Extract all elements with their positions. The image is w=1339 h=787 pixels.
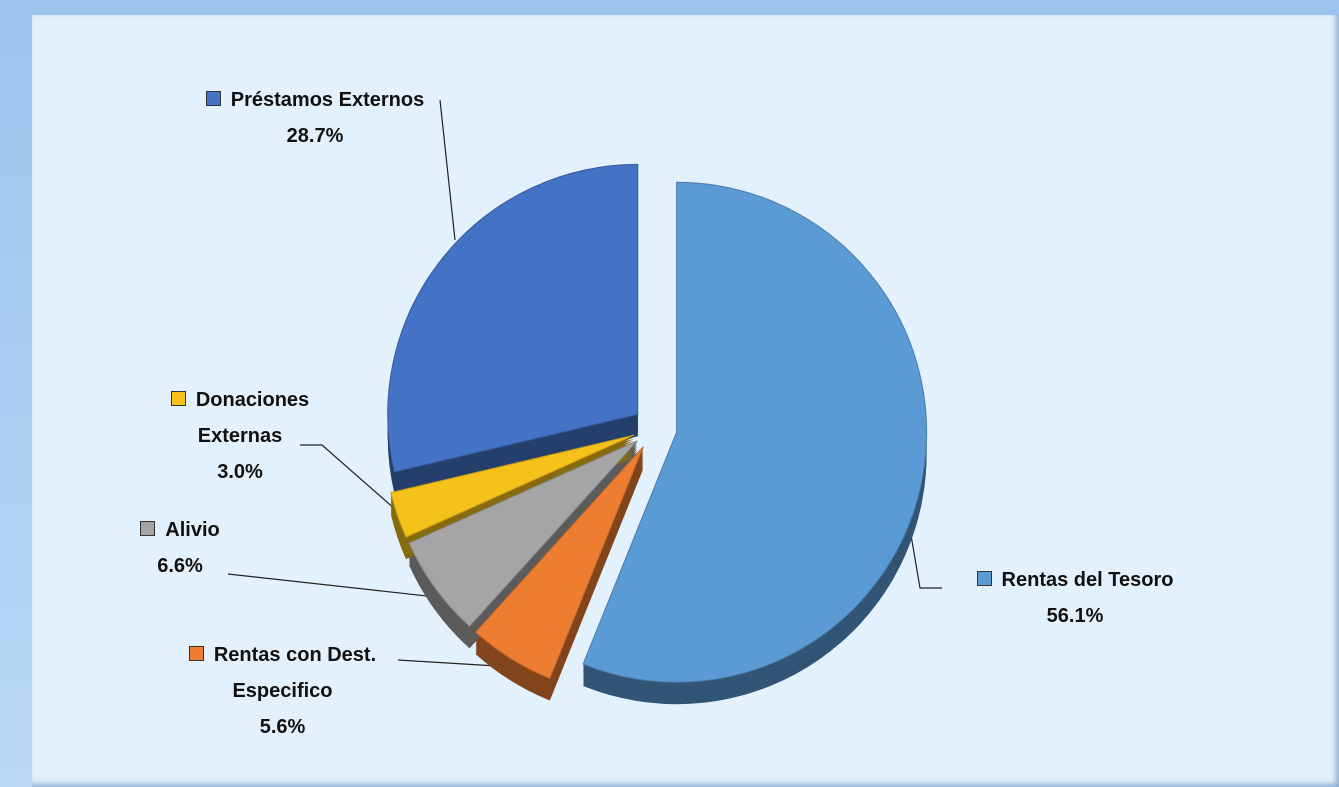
value-label: 28.7% <box>286 125 344 147</box>
slice <box>390 434 635 538</box>
value-label: 6.6% <box>157 555 203 577</box>
legend-swatch <box>140 521 156 536</box>
slice <box>582 181 928 683</box>
value-label: 3.0% <box>217 461 263 483</box>
leader-lines <box>227 99 942 669</box>
leader-line <box>300 444 413 525</box>
slice-tops <box>387 163 928 683</box>
legend-swatch <box>170 391 186 406</box>
slice-label: Alivio 6.6% <box>120 512 240 584</box>
legend-swatch <box>188 646 204 661</box>
leader-line <box>439 99 456 241</box>
category-label: Alivio <box>165 519 220 541</box>
slice-label: Préstamos Externos 28.7% <box>155 82 475 154</box>
category-label: Donaciones Externas <box>195 389 310 447</box>
value-label: 5.6% <box>259 716 306 738</box>
legend-swatch <box>205 91 221 106</box>
category-label: Rentas del Tesoro <box>1001 569 1174 591</box>
category-label: Rentas con Dest. Especifico <box>213 644 377 702</box>
slice <box>474 446 644 680</box>
value-label: 56.1% <box>1046 605 1104 627</box>
slice-label: Rentas del Tesoro 56.1% <box>935 562 1215 634</box>
slice <box>387 163 639 473</box>
slice-label: Rentas con Dest. Especifico 5.6% <box>150 637 415 745</box>
slice <box>408 440 638 628</box>
legend-swatch <box>976 571 992 586</box>
category-label: Préstamos Externos <box>230 89 425 111</box>
slice-label: Donaciones Externas 3.0% <box>140 382 340 490</box>
leader-line <box>227 573 446 599</box>
